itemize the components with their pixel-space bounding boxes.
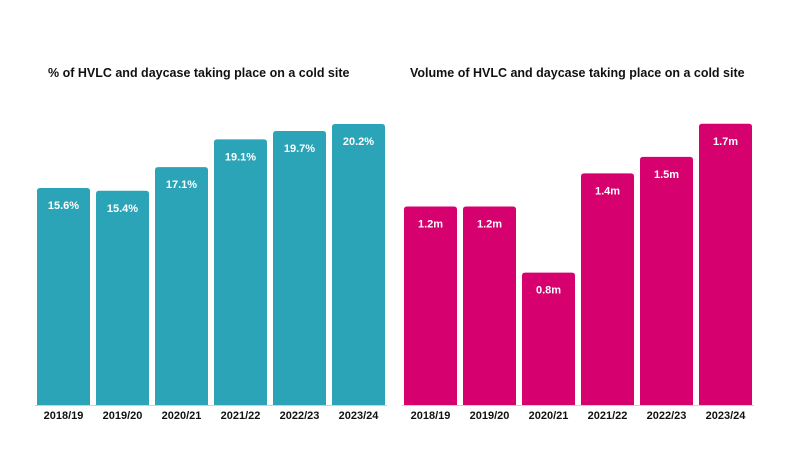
right-data-label: 1.5m (654, 169, 679, 181)
right-x-tick-label: 2018/19 (411, 410, 451, 422)
left-data-label: 17.1% (166, 179, 197, 191)
right-x-tick-label: 2023/24 (706, 410, 747, 422)
right-bar-2021/22 (581, 173, 634, 405)
left-x-tick-label: 2019/20 (103, 410, 143, 422)
left-data-label: 19.1% (225, 151, 256, 163)
right-bar-2022/23 (640, 156, 693, 405)
left-bar-2018/19 (37, 188, 90, 405)
left-data-label: 20.2% (343, 136, 374, 148)
left-data-label: 19.7% (284, 143, 315, 155)
right-data-label: 0.8m (536, 285, 561, 297)
right-x-tick-label: 2021/22 (588, 410, 628, 422)
left-x-tick-label: 2021/22 (221, 410, 261, 422)
right-data-label: 1.2m (418, 219, 443, 231)
left-x-tick-label: 2022/23 (280, 410, 320, 422)
right-bar-2019/20 (463, 206, 516, 405)
left-bar-2020/21 (155, 167, 208, 405)
right-data-label: 1.4m (595, 185, 620, 197)
left-data-label: 15.4% (107, 203, 138, 215)
left-x-tick-label: 2023/24 (339, 410, 380, 422)
left-chart-title: % of HVLC and daycase taking place on a … (48, 66, 350, 80)
left-bar-2023/24 (332, 124, 385, 405)
right-x-tick-label: 2022/23 (647, 410, 687, 422)
left-x-tick-label: 2020/21 (162, 410, 202, 422)
right-chart-title: Volume of HVLC and daycase taking place … (410, 66, 745, 80)
left-bar-2021/22 (214, 139, 267, 405)
right-bar-2023/24 (699, 123, 752, 405)
left-data-label: 15.6% (48, 200, 79, 212)
right-x-tick-label: 2019/20 (470, 410, 510, 422)
left-bar-2022/23 (273, 130, 326, 405)
right-bar-2018/19 (404, 206, 457, 405)
right-bar-2020/21 (522, 272, 575, 405)
right-x-tick-label: 2020/21 (529, 410, 569, 422)
right-data-label: 1.7m (713, 136, 738, 148)
left-bar-2019/20 (96, 190, 149, 405)
left-x-tick-label: 2018/19 (44, 410, 84, 422)
right-data-label: 1.2m (477, 219, 502, 231)
